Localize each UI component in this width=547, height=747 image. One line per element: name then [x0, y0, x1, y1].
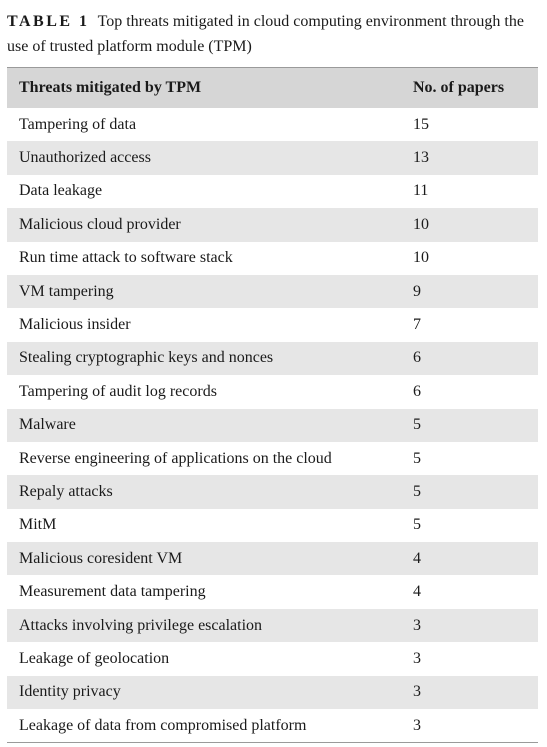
table-row: Stealing cryptographic keys and nonces 6 — [7, 341, 538, 376]
threat-cell: Leakage of geolocation — [19, 649, 170, 667]
paper-count-cell: 9 — [413, 282, 421, 300]
paper-count-cell: 3 — [413, 716, 421, 734]
threat-cell: Repaly attacks — [19, 482, 113, 500]
table-row: Unauthorized access 13 — [7, 141, 538, 175]
threat-cell: Stealing cryptographic keys and nonces — [19, 349, 274, 367]
table-row: Malware 5 — [7, 408, 538, 442]
threat-cell: Malware — [19, 416, 76, 434]
threat-cell: Tampering of audit log records — [19, 382, 217, 400]
threat-cell: VM tampering — [19, 282, 114, 300]
paper-count-cell: 11 — [413, 182, 429, 200]
table-row: Malicious cloud provider 10 — [7, 208, 538, 242]
paper-count-cell: 4 — [413, 583, 421, 601]
table-row: Measurement data tampering 4 — [7, 575, 538, 609]
paper-count-cell: 6 — [413, 382, 421, 400]
paper-count-cell: 3 — [413, 649, 421, 667]
table-row: Tampering of audit log records 6 — [7, 375, 538, 409]
threat-cell: Malicious insider — [19, 316, 131, 334]
table-caption: TABLE 1 Top threats mitigated in cloud co… — [7, 9, 539, 59]
threat-cell: Identity privacy — [19, 683, 121, 701]
table-caption-text: Top threats mitigated in cloud computing… — [7, 13, 524, 55]
table-header-row: Threats mitigated by TPM No. of papers — [7, 67, 538, 108]
threat-cell: Malicious coresident VM — [19, 549, 183, 567]
table-row: Data leakage 11 — [7, 174, 538, 209]
threats-table: Threats mitigated by TPM No. of papers T… — [7, 67, 538, 744]
paper-count-cell: 5 — [413, 416, 421, 434]
threat-cell: Malicious cloud provider — [19, 215, 181, 233]
paper-count-cell: 5 — [413, 482, 421, 500]
paper-count-cell: 5 — [413, 516, 421, 534]
paper-count-cell: 15 — [413, 115, 429, 133]
paper-count-cell: 10 — [413, 249, 429, 267]
paper-count-cell: 10 — [413, 215, 429, 233]
table-row: Malicious insider 7 — [7, 308, 538, 342]
header-threats: Threats mitigated by TPM — [19, 79, 202, 96]
paper-count-cell: 6 — [413, 349, 421, 367]
table-row: Leakage of geolocation 3 — [7, 642, 538, 676]
threat-cell: Data leakage — [19, 182, 103, 200]
paper-count-cell: 4 — [413, 549, 421, 567]
paper-count-cell: 3 — [413, 683, 421, 701]
table-row: Identity privacy 3 — [7, 675, 538, 710]
threat-cell: Leakage of data from compromised platfor… — [19, 716, 307, 734]
threat-cell: Attacks involving privilege escalation — [19, 616, 263, 634]
paper-count-cell: 3 — [413, 616, 421, 634]
table-body: Tampering of data 15 Unauthorized access 1… — [7, 108, 538, 743]
table-row: Repaly attacks 5 — [7, 475, 538, 509]
table-row: VM tampering 9 — [7, 274, 538, 309]
threat-cell: Run time attack to software stack — [19, 249, 233, 267]
threat-cell: Tampering of data — [19, 115, 137, 133]
paper-count-cell: 7 — [413, 316, 421, 334]
threat-cell: Reverse engineering of applications on t… — [19, 449, 332, 467]
table-row: Run time attack to software stack 10 — [7, 241, 538, 275]
table-row: Reverse engineering of applications on t… — [7, 441, 538, 476]
paper-count-cell: 5 — [413, 449, 421, 467]
table-row: Tampering of data 15 — [7, 108, 538, 142]
header-papers: No. of papers — [413, 79, 505, 96]
paper-count-cell: 13 — [413, 149, 429, 167]
threat-cell: MitM — [19, 516, 57, 534]
table-row: Attacks involving privilege escalation 3 — [7, 608, 538, 643]
threat-cell: Unauthorized access — [19, 149, 151, 167]
table-label: TABLE 1 — [7, 13, 90, 30]
table-row: Malicious coresident VM 4 — [7, 542, 538, 576]
table-row: MitM 5 — [7, 508, 538, 543]
threat-cell: Measurement data tampering — [19, 583, 206, 601]
table-row: Leakage of data from compromised platfor… — [7, 709, 538, 743]
